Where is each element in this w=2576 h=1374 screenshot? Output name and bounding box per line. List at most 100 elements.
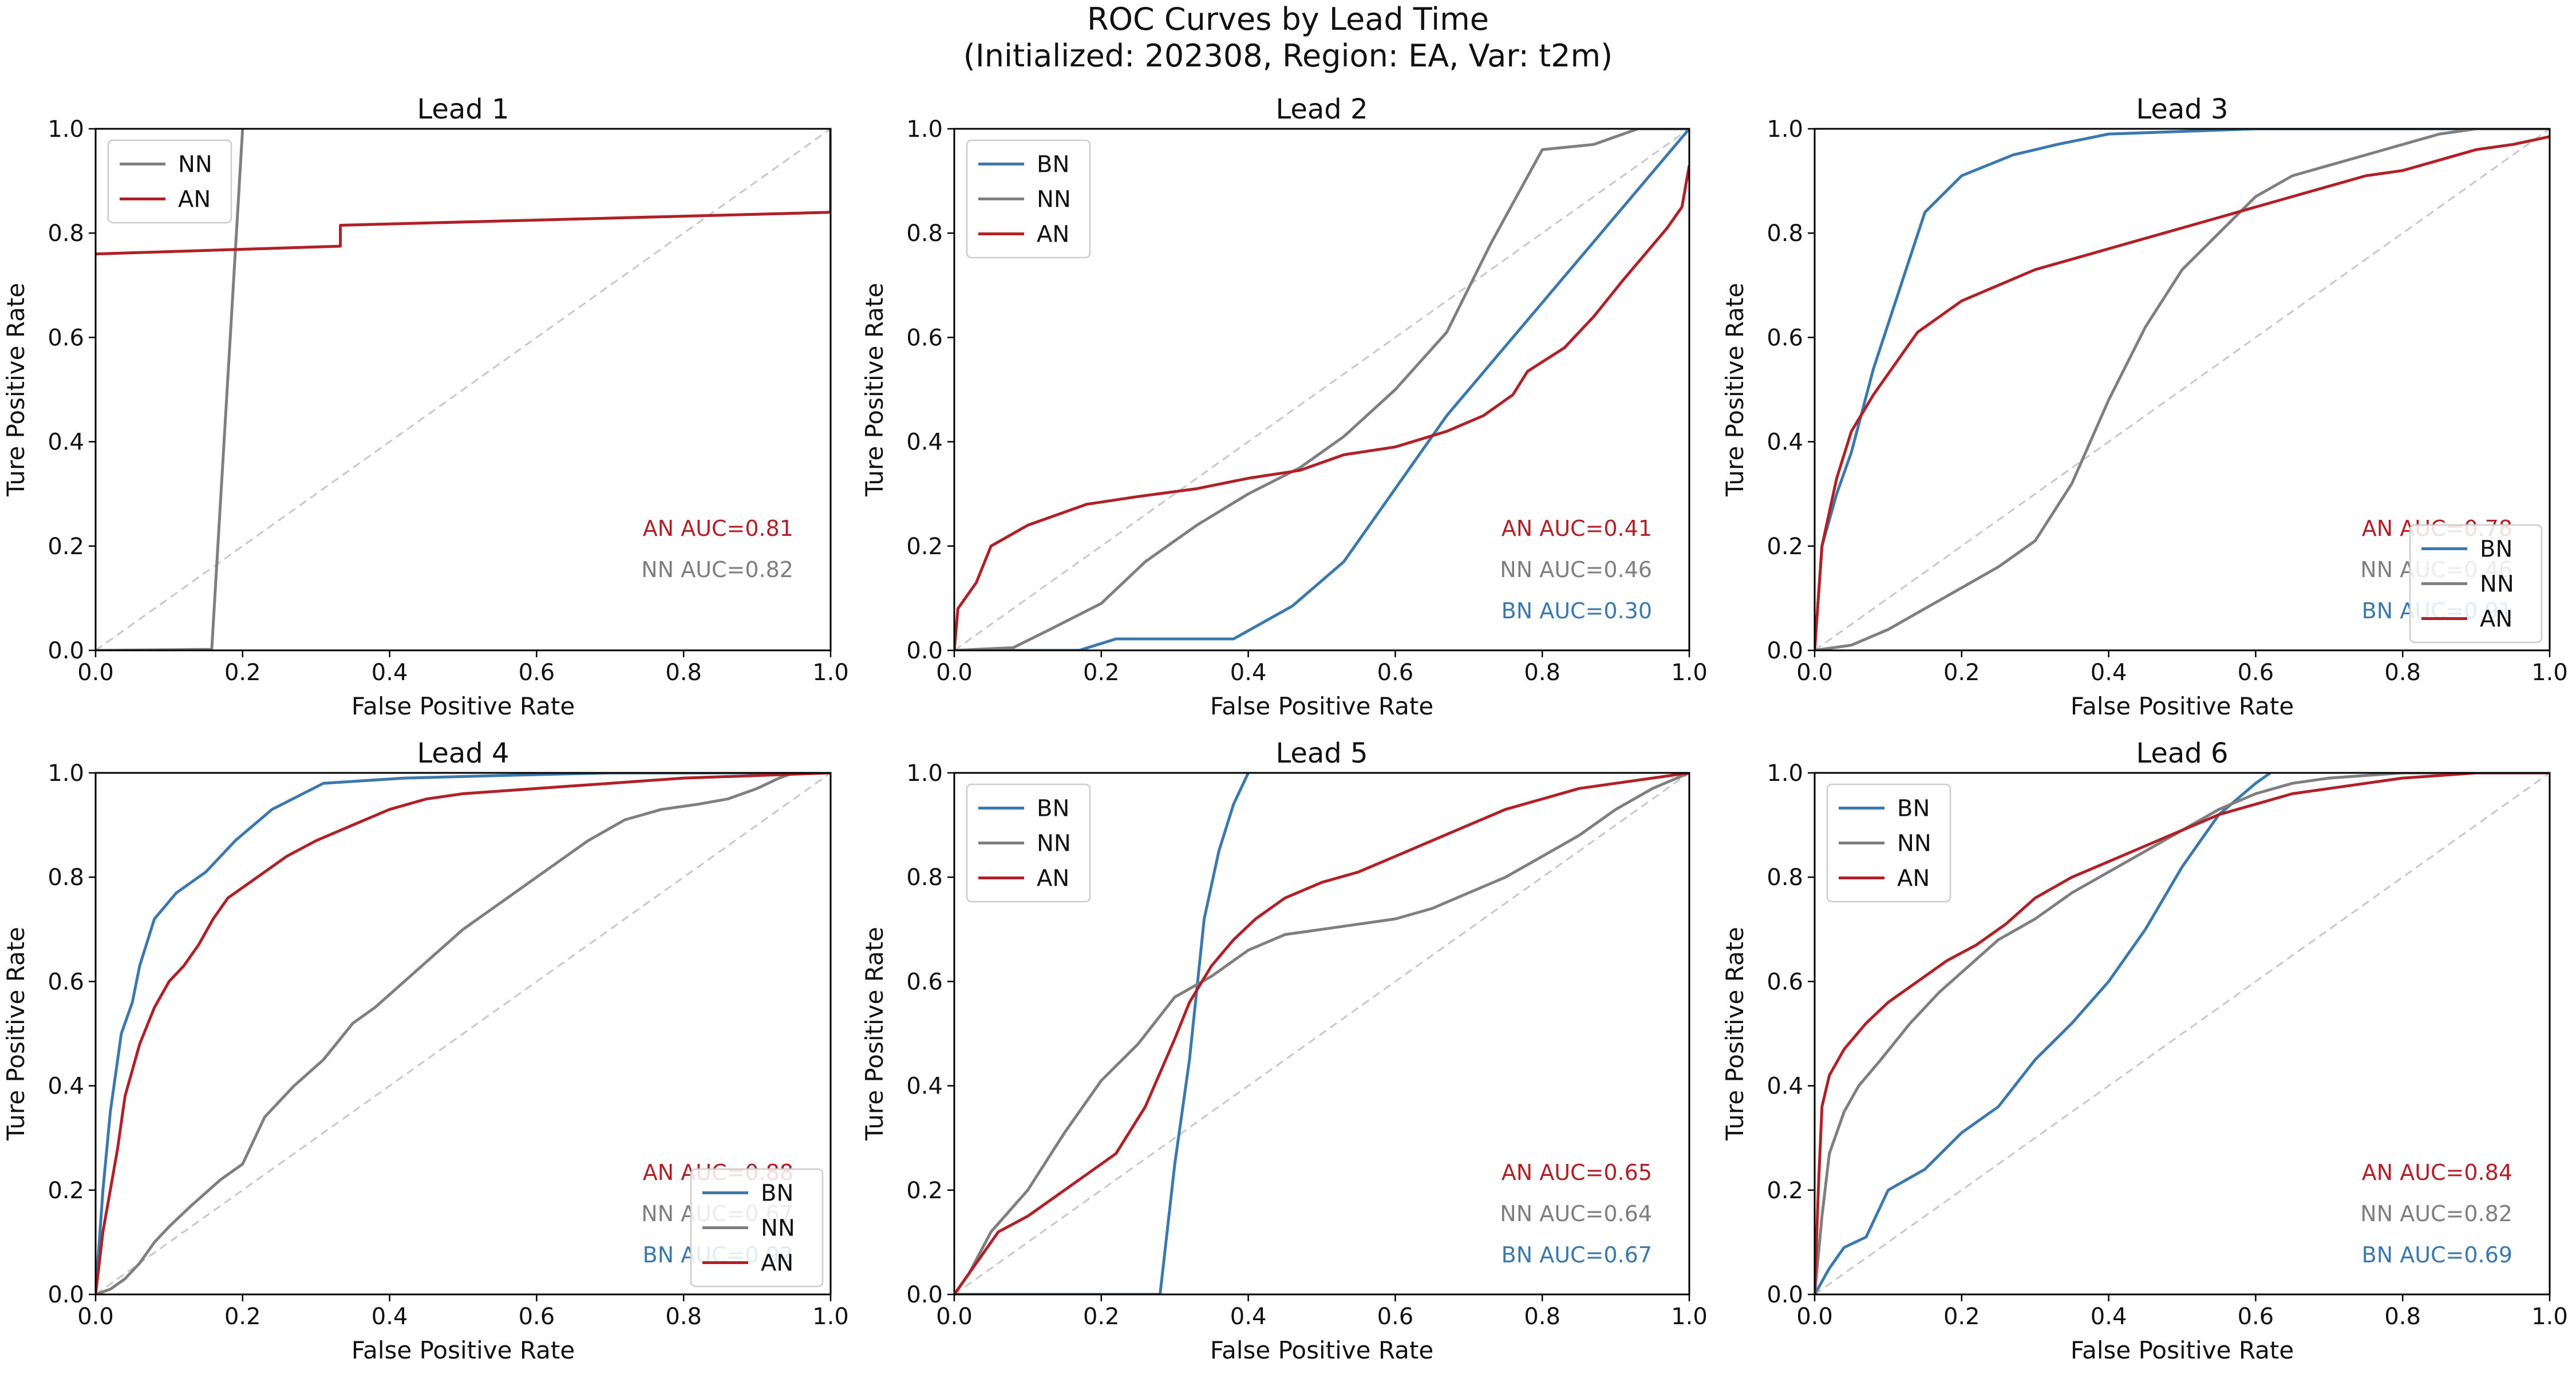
panel-title: Lead 6 xyxy=(2136,737,2228,769)
x-tick-label: 0.8 xyxy=(2384,660,2421,686)
x-tick-label: 1.0 xyxy=(1671,660,1708,686)
y-tick-label: 1.0 xyxy=(906,760,943,787)
y-tick-label: 0.4 xyxy=(48,429,84,456)
x-tick-label: 0.2 xyxy=(1083,660,1120,686)
x-tick-label: 0.0 xyxy=(77,660,114,686)
legend-label-nn: NN xyxy=(761,1215,795,1242)
x-tick-label: 0.6 xyxy=(1377,1304,1414,1330)
roc-curve-an xyxy=(954,165,1689,650)
x-tick-label: 0.2 xyxy=(224,660,261,686)
x-tick-label: 1.0 xyxy=(2531,660,2568,686)
chance-diagonal xyxy=(954,772,1690,1296)
roc-curve-an xyxy=(1815,773,2550,1294)
y-tick-label: 0.6 xyxy=(1767,325,1803,351)
x-tick-label: 0.0 xyxy=(77,1304,114,1330)
auc-annotation-an: AN AUC=0.41 xyxy=(1502,516,1652,541)
legend: BN NN AN xyxy=(966,139,1091,259)
panel-title: Lead 5 xyxy=(1275,737,1368,769)
roc-curve-bn xyxy=(96,773,831,1294)
y-tick-label: 0.4 xyxy=(48,1073,84,1100)
legend-label-nn: NN xyxy=(1037,187,1071,213)
auc-annotation-nn: NN AUC=0.82 xyxy=(641,557,793,582)
roc-curve-an xyxy=(954,773,1689,1294)
x-tick-label: 0.4 xyxy=(372,660,408,686)
y-tick-label: 1.0 xyxy=(48,760,84,787)
x-tick-label: 0.6 xyxy=(2238,660,2274,686)
y-tick-label: 0.0 xyxy=(1767,638,1803,664)
legend: NN AN xyxy=(107,139,232,224)
legend: BN NN AN xyxy=(966,783,1091,903)
legend-label-nn: NN xyxy=(1897,831,1931,857)
y-tick-label: 0.0 xyxy=(48,1282,84,1308)
y-axis-label: Ture Positive Rate xyxy=(860,283,888,497)
x-tick-label: 0.2 xyxy=(1083,1304,1120,1330)
auc-annotation-an: AN AUC=0.65 xyxy=(1502,1160,1652,1185)
y-tick-label: 0.4 xyxy=(906,429,943,456)
y-tick-label: 1.0 xyxy=(906,116,943,143)
x-tick-label: 0.8 xyxy=(1524,660,1560,686)
panel-title: Lead 2 xyxy=(1275,93,1368,125)
x-tick-label: 0.4 xyxy=(372,1304,408,1330)
auc-annotation-an: AN AUC=0.81 xyxy=(643,516,793,541)
y-tick-label: 0.0 xyxy=(48,638,84,664)
x-tick-label: 0.6 xyxy=(1377,660,1414,686)
x-tick-label: 0.6 xyxy=(519,1304,555,1330)
chance-diagonal xyxy=(1814,772,2550,1296)
chance-diagonal xyxy=(1814,128,2550,652)
y-axis-label: Ture Positive Rate xyxy=(1721,283,1749,497)
y-tick-label: 0.0 xyxy=(906,638,943,664)
y-tick-label: 0.6 xyxy=(1767,969,1803,995)
y-axis-label: Ture Positive Rate xyxy=(2,927,30,1141)
x-tick-label: 0.0 xyxy=(936,660,973,686)
x-tick-label: 1.0 xyxy=(1671,1304,1708,1330)
x-tick-label: 0.4 xyxy=(2091,1304,2127,1330)
legend-label-bn: BN xyxy=(2480,536,2512,563)
y-tick-label: 1.0 xyxy=(1767,760,1803,787)
panel-lead-2: 0.0 0.2 0.4 0.6 0.8 1.0 0.0 0.2 0.4 0.6 0.8 1.0 Lead… xyxy=(860,93,1708,720)
x-tick-label: 0.0 xyxy=(936,1304,973,1330)
axes-frame xyxy=(94,128,832,652)
chance-diagonal xyxy=(95,772,831,1296)
x-tick-label: 0.8 xyxy=(2384,1304,2421,1330)
y-tick-label: 0.6 xyxy=(48,969,84,995)
legend-label-nn: NN xyxy=(1037,831,1071,857)
x-tick-label: 0.4 xyxy=(1230,1304,1267,1330)
panel-title: Lead 4 xyxy=(417,737,509,769)
legend-label-bn: BN xyxy=(761,1180,793,1207)
x-tick-label: 0.0 xyxy=(1796,1304,1833,1330)
auc-annotation-nn: NN AUC=0.82 xyxy=(2360,1201,2512,1226)
x-tick-label: 0.6 xyxy=(519,660,555,686)
y-axis-label: Ture Positive Rate xyxy=(1721,927,1749,1141)
y-tick-label: 0.0 xyxy=(1767,1282,1803,1308)
legend: BN NN AN xyxy=(2409,524,2543,643)
y-tick-label: 0.2 xyxy=(1767,534,1803,560)
roc-curve-nn xyxy=(96,773,831,1294)
x-axis-label: False Positive Rate xyxy=(351,1336,575,1364)
x-axis-label: False Positive Rate xyxy=(2071,692,2294,720)
x-tick-label: 0.4 xyxy=(1230,660,1267,686)
y-tick-label: 0.2 xyxy=(48,534,84,560)
y-tick-label: 0.4 xyxy=(1767,1073,1803,1100)
y-tick-label: 0.6 xyxy=(48,325,84,351)
x-tick-label: 0.8 xyxy=(665,660,702,686)
roc-curve-bn xyxy=(1815,773,2271,1294)
roc-curve-nn xyxy=(1815,773,2550,1294)
auc-annotation-bn: BN AUC=0.69 xyxy=(2362,1242,2512,1268)
x-tick-label: 0.2 xyxy=(1943,1304,1980,1330)
legend-label-nn: NN xyxy=(178,152,212,178)
legend: BN NN AN xyxy=(690,1168,824,1288)
roc-curve-nn xyxy=(954,129,1689,650)
y-tick-label: 0.6 xyxy=(906,325,943,351)
y-tick-label: 0.8 xyxy=(1767,220,1803,247)
legend-label-nn: NN xyxy=(2480,571,2514,598)
y-tick-label: 0.6 xyxy=(906,969,943,995)
axes-frame xyxy=(953,772,1690,1296)
y-tick-label: 0.8 xyxy=(1767,864,1803,891)
panel-lead-3: 0.0 0.2 0.4 0.6 0.8 1.0 0.0 0.2 0.4 0.6 0.8 1.0 Lead… xyxy=(1721,93,2568,720)
legend-box xyxy=(690,1168,824,1288)
panel-title: Lead 3 xyxy=(2136,93,2228,125)
legend-label-an: AN xyxy=(2480,606,2512,633)
x-tick-label: 0.4 xyxy=(2091,660,2127,686)
